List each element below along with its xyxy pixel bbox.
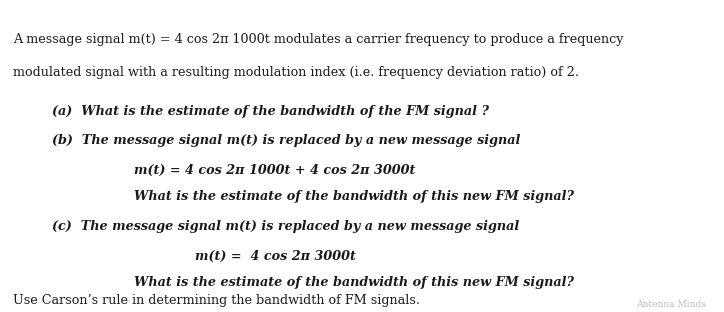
Text: A message signal m(t) = 4 cos 2π 1000t modulates a carrier frequency to produce : A message signal m(t) = 4 cos 2π 1000t m… bbox=[13, 33, 623, 46]
Text: Antenna Minds: Antenna Minds bbox=[636, 300, 706, 309]
Text: What is the estimate of the bandwidth of this new FM signal?: What is the estimate of the bandwidth of… bbox=[134, 276, 574, 289]
Text: Use Carson’s rule in determining the bandwidth of FM signals.: Use Carson’s rule in determining the ban… bbox=[13, 294, 420, 307]
Text: (a)  What is the estimate of the bandwidth of the FM signal ?: (a) What is the estimate of the bandwidt… bbox=[52, 105, 489, 118]
Text: What is the estimate of the bandwidth of this new FM signal?: What is the estimate of the bandwidth of… bbox=[134, 190, 574, 203]
Text: modulated signal with a resulting modulation index (i.e. frequency deviation rat: modulated signal with a resulting modula… bbox=[13, 66, 579, 79]
Text: (c)  The message signal m(t) is replaced by a new message signal: (c) The message signal m(t) is replaced … bbox=[52, 220, 519, 233]
Text: m(t) = 4 cos 2π 1000t + 4 cos 2π 3000t: m(t) = 4 cos 2π 1000t + 4 cos 2π 3000t bbox=[135, 164, 416, 177]
Text: (b)  The message signal m(t) is replaced by a new message signal: (b) The message signal m(t) is replaced … bbox=[52, 134, 521, 147]
Text: m(t) =  4 cos 2π 3000t: m(t) = 4 cos 2π 3000t bbox=[195, 250, 355, 263]
